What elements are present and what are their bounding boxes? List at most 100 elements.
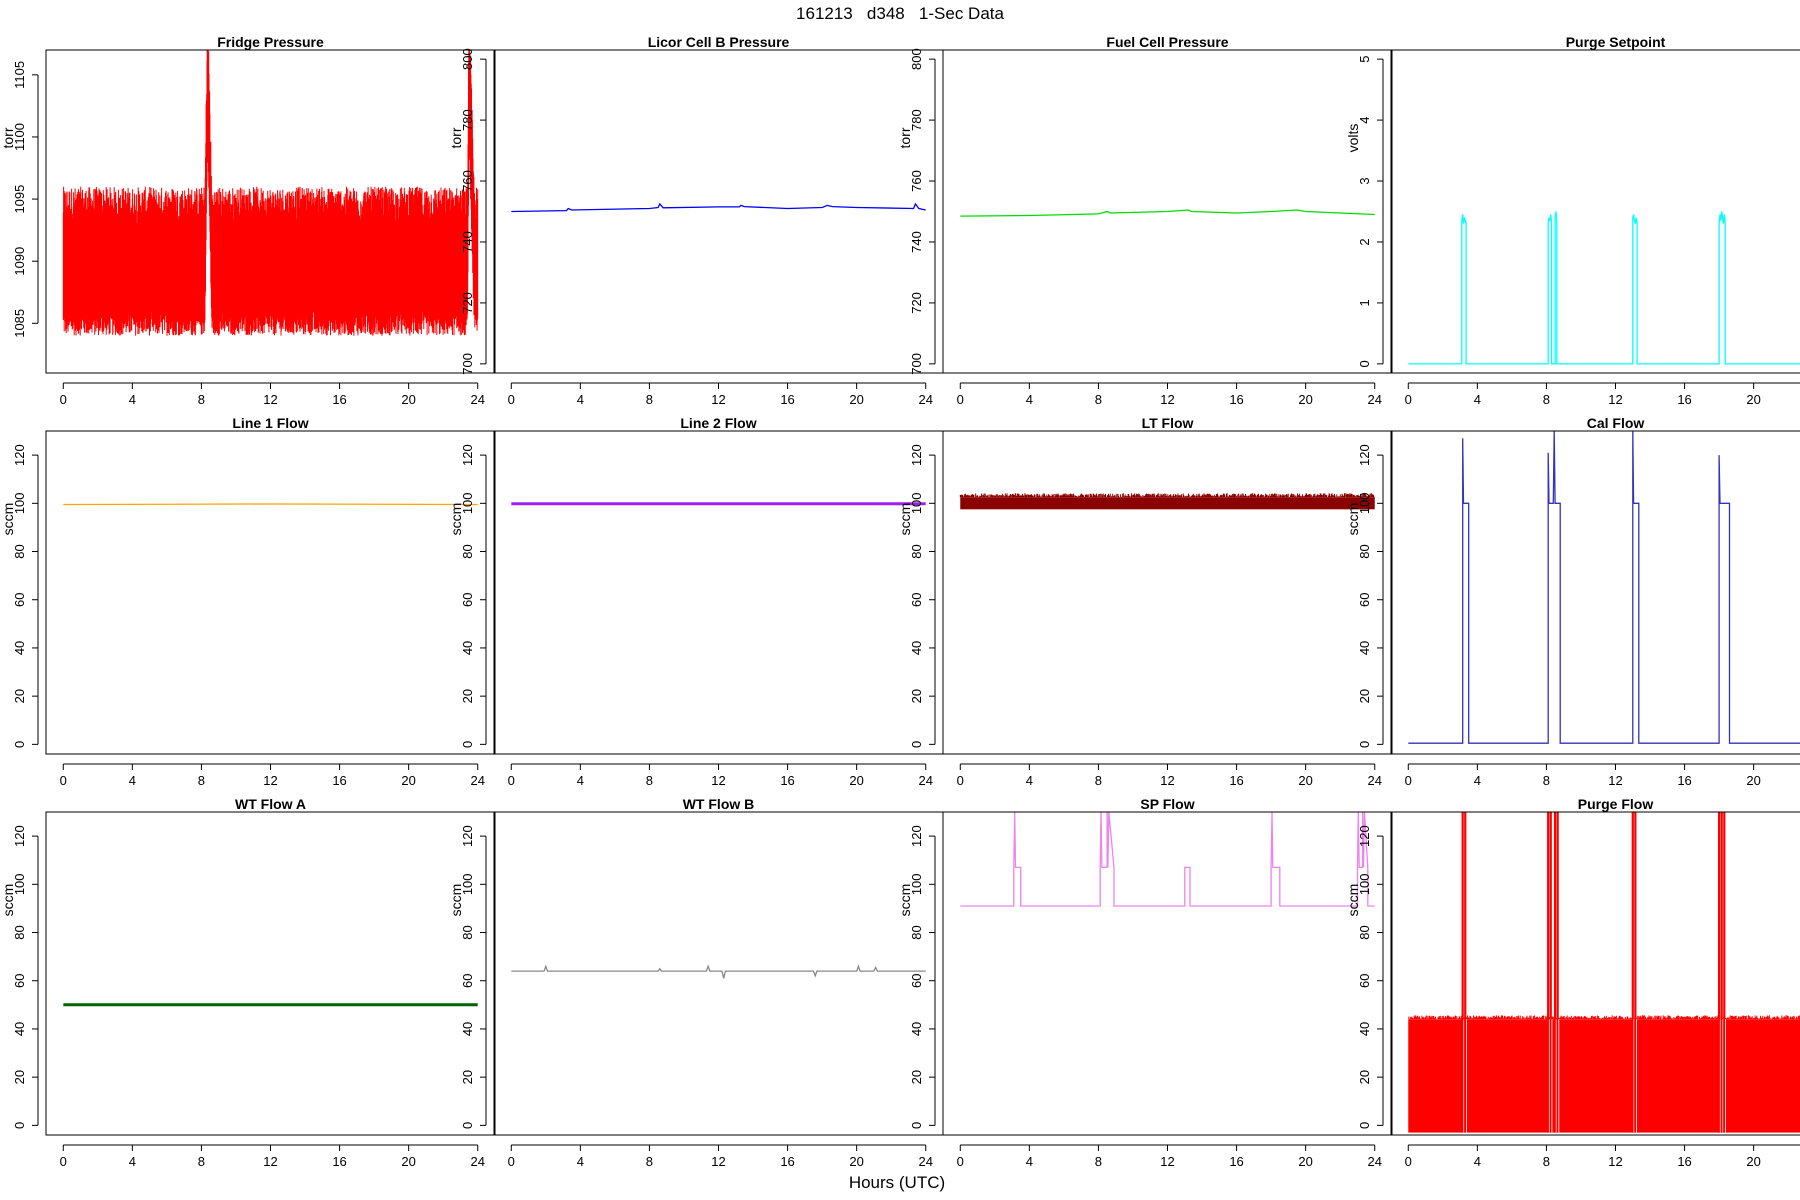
- x-tick-label: 16: [1677, 773, 1691, 788]
- x-tick-label: 20: [1746, 392, 1760, 407]
- plot-frame: [45, 49, 496, 374]
- plot-area: [960, 812, 1375, 907]
- x-tick-label: 20: [401, 773, 415, 788]
- plot-frame: [1390, 49, 1800, 374]
- y-tick-label: 40: [460, 1022, 475, 1036]
- panel-title: Fridge Pressure: [217, 34, 324, 50]
- y-tick-label: 1095: [12, 185, 27, 214]
- plot-frame: [45, 811, 496, 1136]
- y-tick-label: 120: [1357, 825, 1372, 847]
- figure-title: 161213 d348 1-Sec Data: [796, 4, 1004, 23]
- x-tick-label: 4: [129, 392, 136, 407]
- plot-frame: [493, 49, 944, 374]
- x-tick-label: 20: [1746, 1154, 1760, 1169]
- x-tick-label: 20: [401, 1154, 415, 1169]
- panel-title: Line 2 Flow: [680, 415, 756, 431]
- y-tick-label: 0: [460, 741, 475, 748]
- x-tick-label: 4: [1026, 392, 1033, 407]
- x-tick-label: 8: [1095, 392, 1102, 407]
- panel-12: Purge Flow 0 4 8 12 16 20 24 0 20 40 60 80 100 120 sccm: [1345, 796, 1800, 1169]
- figure-xlabel: Hours (UTC): [849, 1173, 945, 1192]
- series-line-1: [511, 964, 926, 979]
- x-tick-label: 12: [1608, 1154, 1622, 1169]
- x-tick-label: 24: [470, 1154, 484, 1169]
- y-tick-label: 1090: [12, 247, 27, 276]
- x-tick-label: 0: [957, 392, 964, 407]
- x-tick-label: 20: [849, 773, 863, 788]
- y-tick-label: 1105: [12, 61, 27, 89]
- panel-8: Cal Flow 0 4 8 12 16 20 24 0 20 40 60 80 100 120 sccm: [1345, 415, 1800, 788]
- y-tick-label: 60: [12, 973, 27, 987]
- y-tick-label: 0: [909, 741, 924, 748]
- y-axis-label: sccm: [1345, 503, 1361, 536]
- y-axis-label: sccm: [0, 884, 16, 917]
- y-tick-label: 0: [909, 1122, 924, 1129]
- plot-frame: [942, 49, 1393, 374]
- panel-title: Fuel Cell Pressure: [1106, 34, 1228, 50]
- plot-area: [63, 503, 478, 506]
- y-tick-label: 760: [460, 170, 475, 192]
- x-tick-label: 24: [1367, 773, 1381, 788]
- y-tick-label: 100: [1357, 873, 1372, 895]
- x-tick-label: 20: [1298, 773, 1312, 788]
- y-axis-label: torr: [897, 127, 913, 148]
- y-tick-label: 720: [460, 292, 475, 314]
- y-tick-label: 60: [1357, 592, 1372, 606]
- x-tick-label: 16: [780, 1154, 794, 1169]
- x-tick-label: 24: [470, 773, 484, 788]
- x-tick-label: 12: [1608, 773, 1622, 788]
- plot-frame: [1390, 430, 1800, 755]
- x-tick-label: 8: [198, 773, 205, 788]
- x-tick-label: 0: [60, 1154, 67, 1169]
- y-tick-label: 120: [460, 825, 475, 847]
- x-tick-label: 20: [1298, 392, 1312, 407]
- y-tick-label: 20: [909, 1070, 924, 1084]
- x-tick-label: 0: [508, 773, 515, 788]
- y-tick-label: 740: [909, 231, 924, 253]
- x-tick-label: 16: [332, 1154, 346, 1169]
- panel-title: Purge Flow: [1578, 796, 1654, 812]
- y-tick-label: 0: [1357, 741, 1372, 748]
- x-tick-label: 4: [577, 392, 584, 407]
- x-tick-label: 24: [918, 773, 932, 788]
- x-tick-label: 8: [646, 773, 653, 788]
- x-tick-label: 16: [332, 773, 346, 788]
- x-tick-label: 12: [263, 773, 277, 788]
- y-tick-label: 20: [460, 1070, 475, 1084]
- y-tick-label: 60: [460, 592, 475, 606]
- x-tick-label: 24: [918, 392, 932, 407]
- y-tick-label: 100: [12, 492, 27, 514]
- x-tick-label: 4: [1026, 1154, 1033, 1169]
- y-tick-label: 20: [909, 689, 924, 703]
- y-tick-label: 120: [909, 825, 924, 847]
- x-tick-label: 0: [1405, 1154, 1412, 1169]
- y-axis-label: sccm: [897, 884, 913, 917]
- panel-title: Line 1 Flow: [232, 415, 308, 431]
- y-tick-label: 60: [909, 973, 924, 987]
- y-tick-label: 60: [12, 592, 27, 606]
- x-tick-label: 0: [957, 773, 964, 788]
- panel-7: LT Flow 0 4 8 12 16 20 24 0 20 40 60 80 100 120 sccm: [897, 415, 1393, 788]
- x-tick-label: 8: [1095, 1154, 1102, 1169]
- x-tick-label: 4: [1474, 392, 1481, 407]
- y-tick-label: 80: [12, 544, 27, 558]
- y-axis-label: sccm: [0, 503, 16, 536]
- x-tick-label: 16: [332, 392, 346, 407]
- x-tick-label: 12: [1160, 773, 1174, 788]
- x-tick-label: 20: [849, 392, 863, 407]
- y-axis-label: sccm: [897, 503, 913, 536]
- y-axis-label: sccm: [448, 503, 464, 536]
- series-band: [1408, 1019, 1800, 1133]
- y-tick-label: 40: [12, 641, 27, 655]
- x-tick-label: 4: [1026, 773, 1033, 788]
- panel-4: Purge Setpoint04812162024012345volts: [1345, 34, 1800, 407]
- y-tick-label: 120: [12, 825, 27, 847]
- y-tick-label: 0: [12, 741, 27, 748]
- plot-frame: [942, 430, 1393, 755]
- x-tick-label: 0: [508, 392, 515, 407]
- series-noise-band: [62, 50, 479, 336]
- panel-5: Line 1 Flow 0 4 8 12 16 20 24 0 20 40 60 80 100 120 scc…: [0, 415, 496, 788]
- y-axis-label: torr: [448, 127, 464, 148]
- x-tick-label: 16: [1229, 392, 1243, 407]
- x-tick-label: 8: [646, 392, 653, 407]
